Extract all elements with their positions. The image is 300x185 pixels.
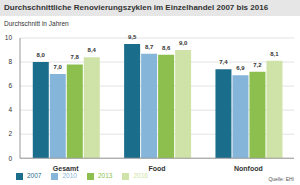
svg-text:Gesamt: Gesamt: [53, 165, 79, 172]
svg-text:9,0: 9,0: [179, 40, 188, 46]
svg-text:6: 6: [8, 82, 12, 89]
svg-text:8,4: 8,4: [88, 47, 97, 53]
svg-text:8,0: 8,0: [37, 52, 46, 58]
html-text:Durchschnittliche Renovierungs: Durchschnittliche Renovierungszyklen im …: [4, 3, 269, 12]
svg-text:8,6: 8,6: [162, 45, 171, 51]
svg-text:7,8: 7,8: [71, 54, 80, 60]
svg-text:8,1: 8,1: [270, 51, 279, 57]
svg-text:2: 2: [8, 130, 12, 137]
svg-text:8,7: 8,7: [145, 44, 154, 50]
html-text:2013: 2013: [97, 172, 113, 180]
svg-text:4: 4: [8, 106, 12, 113]
svg-text:Food: Food: [148, 165, 165, 172]
svg-text:7,4: 7,4: [219, 59, 228, 65]
svg-text:8: 8: [8, 58, 12, 65]
html-text:Quelle: EHI: Quelle: EHI: [268, 176, 294, 182]
html-text:2010: 2010: [62, 172, 77, 180]
svg-text:7,0: 7,0: [54, 64, 63, 70]
html-text:Durchschnitt in Jahren: Durchschnitt in Jahren: [4, 20, 69, 27]
svg-text:7,2: 7,2: [253, 62, 262, 68]
svg-text:6,9: 6,9: [236, 65, 245, 71]
svg-text:0: 0: [8, 155, 12, 162]
svg-text:10: 10: [8, 34, 12, 41]
html-text:2016: 2016: [133, 172, 148, 180]
svg-text:9,5: 9,5: [128, 34, 137, 40]
svg-text:Nonfood: Nonfood: [234, 165, 263, 172]
html-text:2007: 2007: [27, 172, 42, 180]
